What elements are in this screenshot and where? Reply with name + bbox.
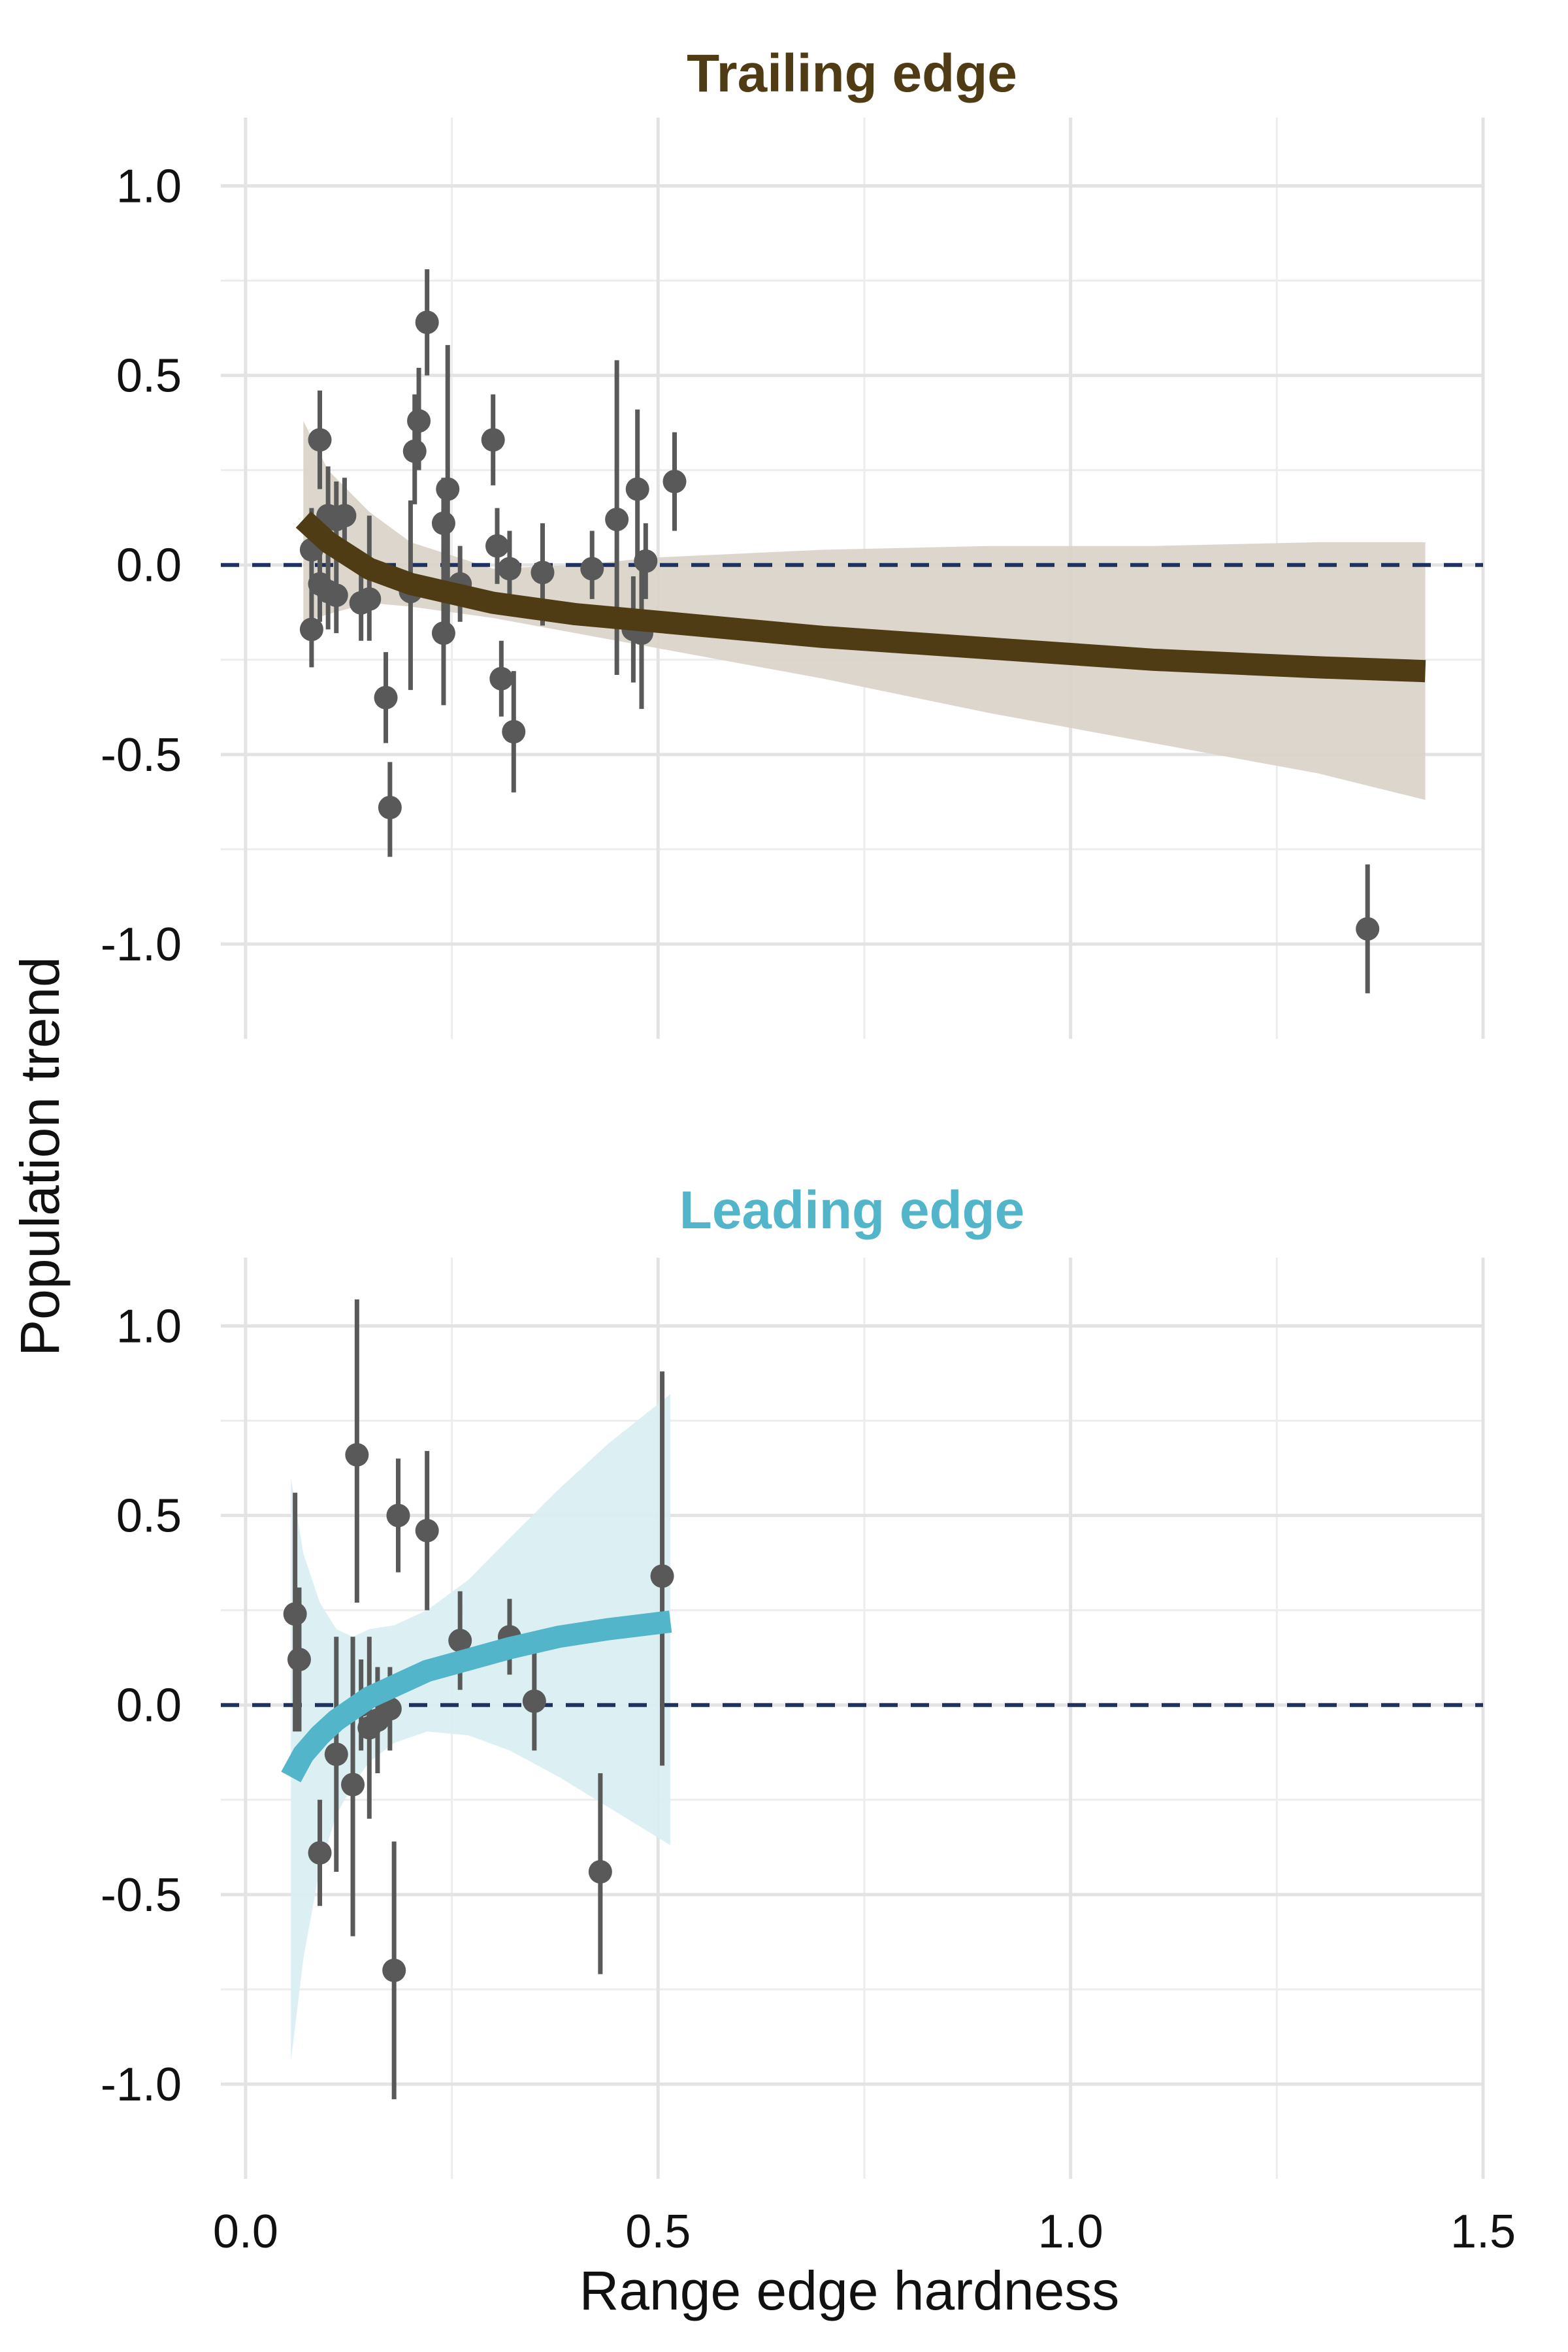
data-point	[431, 511, 455, 535]
panel-trailing-edge: -1.0 -0.5 0.0 0.5 1.0 Trailing edge	[101, 44, 1485, 1039]
x-axis-tick-labels: 0.0 0.5 1.0 1.5	[213, 2206, 1516, 2258]
data-point	[407, 409, 431, 433]
y-tick-label: 1.0	[116, 160, 182, 212]
y-tick-label: -1.0	[101, 919, 182, 971]
y-tick-label: -0.5	[101, 729, 182, 781]
panel-title: Trailing edge	[687, 44, 1017, 103]
data-point	[415, 310, 439, 335]
data-point	[345, 1443, 369, 1467]
data-point	[522, 1689, 546, 1713]
y-axis-title: Population trend	[9, 956, 71, 1356]
data-point	[378, 796, 402, 820]
data-point	[324, 1742, 348, 1767]
panel-leading-edge: -1.0 -0.5 0.0 0.5 1.0 Leading edge	[101, 1181, 1485, 2179]
data-point	[386, 1503, 410, 1527]
data-point	[308, 1840, 332, 1865]
confidence-ribbon	[291, 1394, 671, 2062]
data-point	[489, 666, 514, 691]
data-point	[605, 508, 629, 532]
data-point	[402, 439, 427, 463]
x-tick-label: 1.5	[1450, 2206, 1516, 2258]
data-point	[1356, 917, 1380, 941]
data-point	[634, 549, 658, 573]
x-tick-label: 0.0	[213, 2206, 278, 2258]
data-point	[650, 1564, 674, 1588]
data-point	[625, 477, 649, 501]
data-point	[287, 1648, 311, 1672]
panels-layer: -1.0 -0.5 0.0 0.5 1.0 Trailing edge -1.0 -0.5 0.…	[101, 44, 1485, 2179]
y-tick-label: 0.5	[116, 1490, 182, 1543]
panel-title: Leading edge	[679, 1181, 1025, 1240]
data-point	[431, 621, 455, 645]
y-tick-label: -1.0	[101, 2059, 182, 2111]
x-tick-label: 0.5	[625, 2206, 691, 2258]
data-point	[333, 504, 357, 528]
y-tick-label: 0.0	[116, 540, 182, 592]
data-point	[374, 685, 398, 710]
data-point	[531, 561, 555, 585]
x-axis-title: Range edge hardness	[580, 2260, 1120, 2321]
data-point	[341, 1772, 365, 1797]
data-point	[283, 1602, 307, 1626]
x-tick-label: 1.0	[1038, 2206, 1103, 2258]
data-point	[299, 617, 323, 642]
data-point	[448, 1629, 472, 1653]
y-tick-label: 0.5	[116, 350, 182, 402]
fitted-trend-line	[281, 1610, 672, 1783]
data-point	[324, 583, 348, 608]
data-point	[481, 428, 505, 452]
data-point	[662, 470, 687, 494]
data-point	[308, 428, 332, 452]
data-point	[588, 1860, 612, 1884]
data-point	[357, 587, 382, 611]
data-point	[502, 720, 526, 743]
fitted-trend-line	[295, 511, 1426, 683]
y-tick-label: 0.0	[116, 1680, 182, 1732]
data-point	[436, 477, 460, 501]
data-point	[497, 557, 521, 581]
data-point	[378, 1697, 402, 1721]
data-point	[382, 1958, 406, 1982]
data-point	[415, 1518, 439, 1543]
y-tick-label: -0.5	[101, 1869, 182, 1921]
y-tick-label: 1.0	[116, 1300, 182, 1352]
data-point	[580, 557, 604, 581]
confidence-ribbon	[303, 421, 1426, 800]
data-point	[485, 534, 510, 558]
